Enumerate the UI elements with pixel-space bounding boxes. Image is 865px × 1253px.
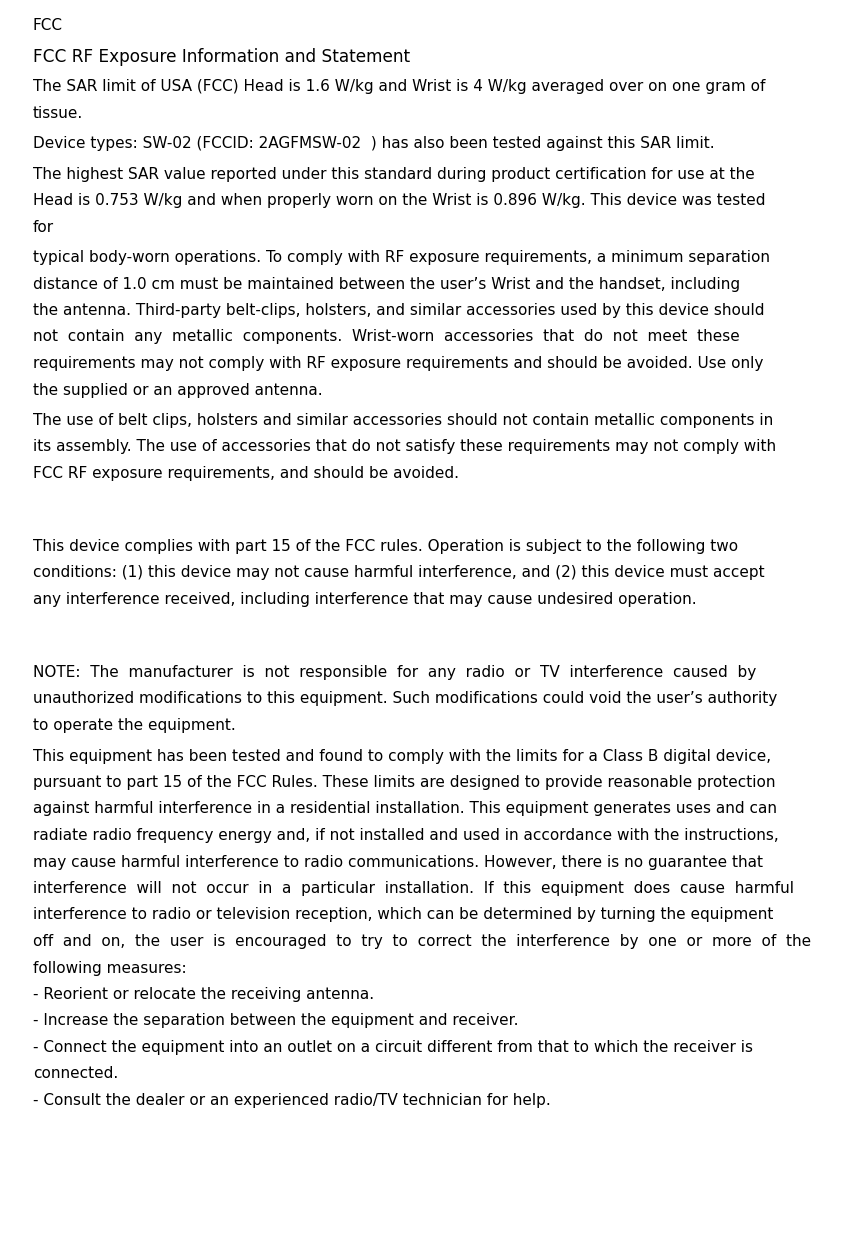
Text: connected.: connected. xyxy=(33,1066,119,1081)
Text: FCC RF Exposure Information and Statement: FCC RF Exposure Information and Statemen… xyxy=(33,49,410,66)
Text: its assembly. The use of accessories that do not satisfy these requirements may : its assembly. The use of accessories tha… xyxy=(33,440,776,455)
Text: This equipment has been tested and found to comply with the limits for a Class B: This equipment has been tested and found… xyxy=(33,748,771,763)
Text: - Connect the equipment into an outlet on a circuit different from that to which: - Connect the equipment into an outlet o… xyxy=(33,1040,753,1055)
Text: FCC: FCC xyxy=(33,18,63,33)
Text: FCC RF exposure requirements, and should be avoided.: FCC RF exposure requirements, and should… xyxy=(33,466,459,481)
Text: for: for xyxy=(33,219,54,234)
Text: Head is 0.753 W/kg and when properly worn on the Wrist is 0.896 W/kg. This devic: Head is 0.753 W/kg and when properly wor… xyxy=(33,193,766,208)
Text: tissue.: tissue. xyxy=(33,105,83,120)
Text: to operate the equipment.: to operate the equipment. xyxy=(33,718,236,733)
Text: may cause harmful interference to radio communications. However, there is no gua: may cause harmful interference to radio … xyxy=(33,855,763,870)
Text: against harmful interference in a residential installation. This equipment gener: against harmful interference in a reside… xyxy=(33,802,777,817)
Text: distance of 1.0 cm must be maintained between the user’s Wrist and the handset, : distance of 1.0 cm must be maintained be… xyxy=(33,277,740,292)
Text: interference to radio or television reception, which can be determined by turnin: interference to radio or television rece… xyxy=(33,907,773,922)
Text: - Consult the dealer or an experienced radio/TV technician for help.: - Consult the dealer or an experienced r… xyxy=(33,1093,551,1108)
Text: Device types: SW-02 (FCCID: 2AGFMSW-02  ) has also been tested against this SAR : Device types: SW-02 (FCCID: 2AGFMSW-02 )… xyxy=(33,137,714,152)
Text: The highest SAR value reported under this standard during product certification : The highest SAR value reported under thi… xyxy=(33,167,755,182)
Text: unauthorized modifications to this equipment. Such modifications could void the : unauthorized modifications to this equip… xyxy=(33,692,778,707)
Text: The SAR limit of USA (FCC) Head is 1.6 W/kg and Wrist is 4 W/kg averaged over on: The SAR limit of USA (FCC) Head is 1.6 W… xyxy=(33,79,766,94)
Text: conditions: (1) this device may not cause harmful interference, and (2) this dev: conditions: (1) this device may not caus… xyxy=(33,565,765,580)
Text: interference  will  not  occur  in  a  particular  installation.  If  this  equi: interference will not occur in a particu… xyxy=(33,881,794,896)
Text: radiate radio frequency energy and, if not installed and used in accordance with: radiate radio frequency energy and, if n… xyxy=(33,828,778,843)
Text: This device complies with part 15 of the FCC rules. Operation is subject to the : This device complies with part 15 of the… xyxy=(33,539,738,554)
Text: The use of belt clips, holsters and similar accessories should not contain metal: The use of belt clips, holsters and simi… xyxy=(33,413,773,429)
Text: - Reorient or relocate the receiving antenna.: - Reorient or relocate the receiving ant… xyxy=(33,987,375,1002)
Text: requirements may not comply with RF exposure requirements and should be avoided.: requirements may not comply with RF expo… xyxy=(33,356,764,371)
Text: the antenna. Third-party belt-clips, holsters, and similar accessories used by t: the antenna. Third-party belt-clips, hol… xyxy=(33,303,765,318)
Text: the supplied or an approved antenna.: the supplied or an approved antenna. xyxy=(33,382,323,397)
Text: following measures:: following measures: xyxy=(33,961,187,976)
Text: any interference received, including interference that may cause undesired opera: any interference received, including int… xyxy=(33,591,696,606)
Text: off  and  on,  the  user  is  encouraged  to  try  to  correct  the  interferenc: off and on, the user is encouraged to tr… xyxy=(33,933,811,949)
Text: - Increase the separation between the equipment and receiver.: - Increase the separation between the eq… xyxy=(33,1014,518,1029)
Text: typical body-worn operations. To comply with RF exposure requirements, a minimum: typical body-worn operations. To comply … xyxy=(33,251,770,264)
Text: not  contain  any  metallic  components.  Wrist-worn  accessories  that  do  not: not contain any metallic components. Wri… xyxy=(33,330,740,345)
Text: NOTE:  The  manufacturer  is  not  responsible  for  any  radio  or  TV  interfe: NOTE: The manufacturer is not responsibl… xyxy=(33,665,756,680)
Text: pursuant to part 15 of the FCC Rules. These limits are designed to provide reaso: pursuant to part 15 of the FCC Rules. Th… xyxy=(33,776,776,789)
